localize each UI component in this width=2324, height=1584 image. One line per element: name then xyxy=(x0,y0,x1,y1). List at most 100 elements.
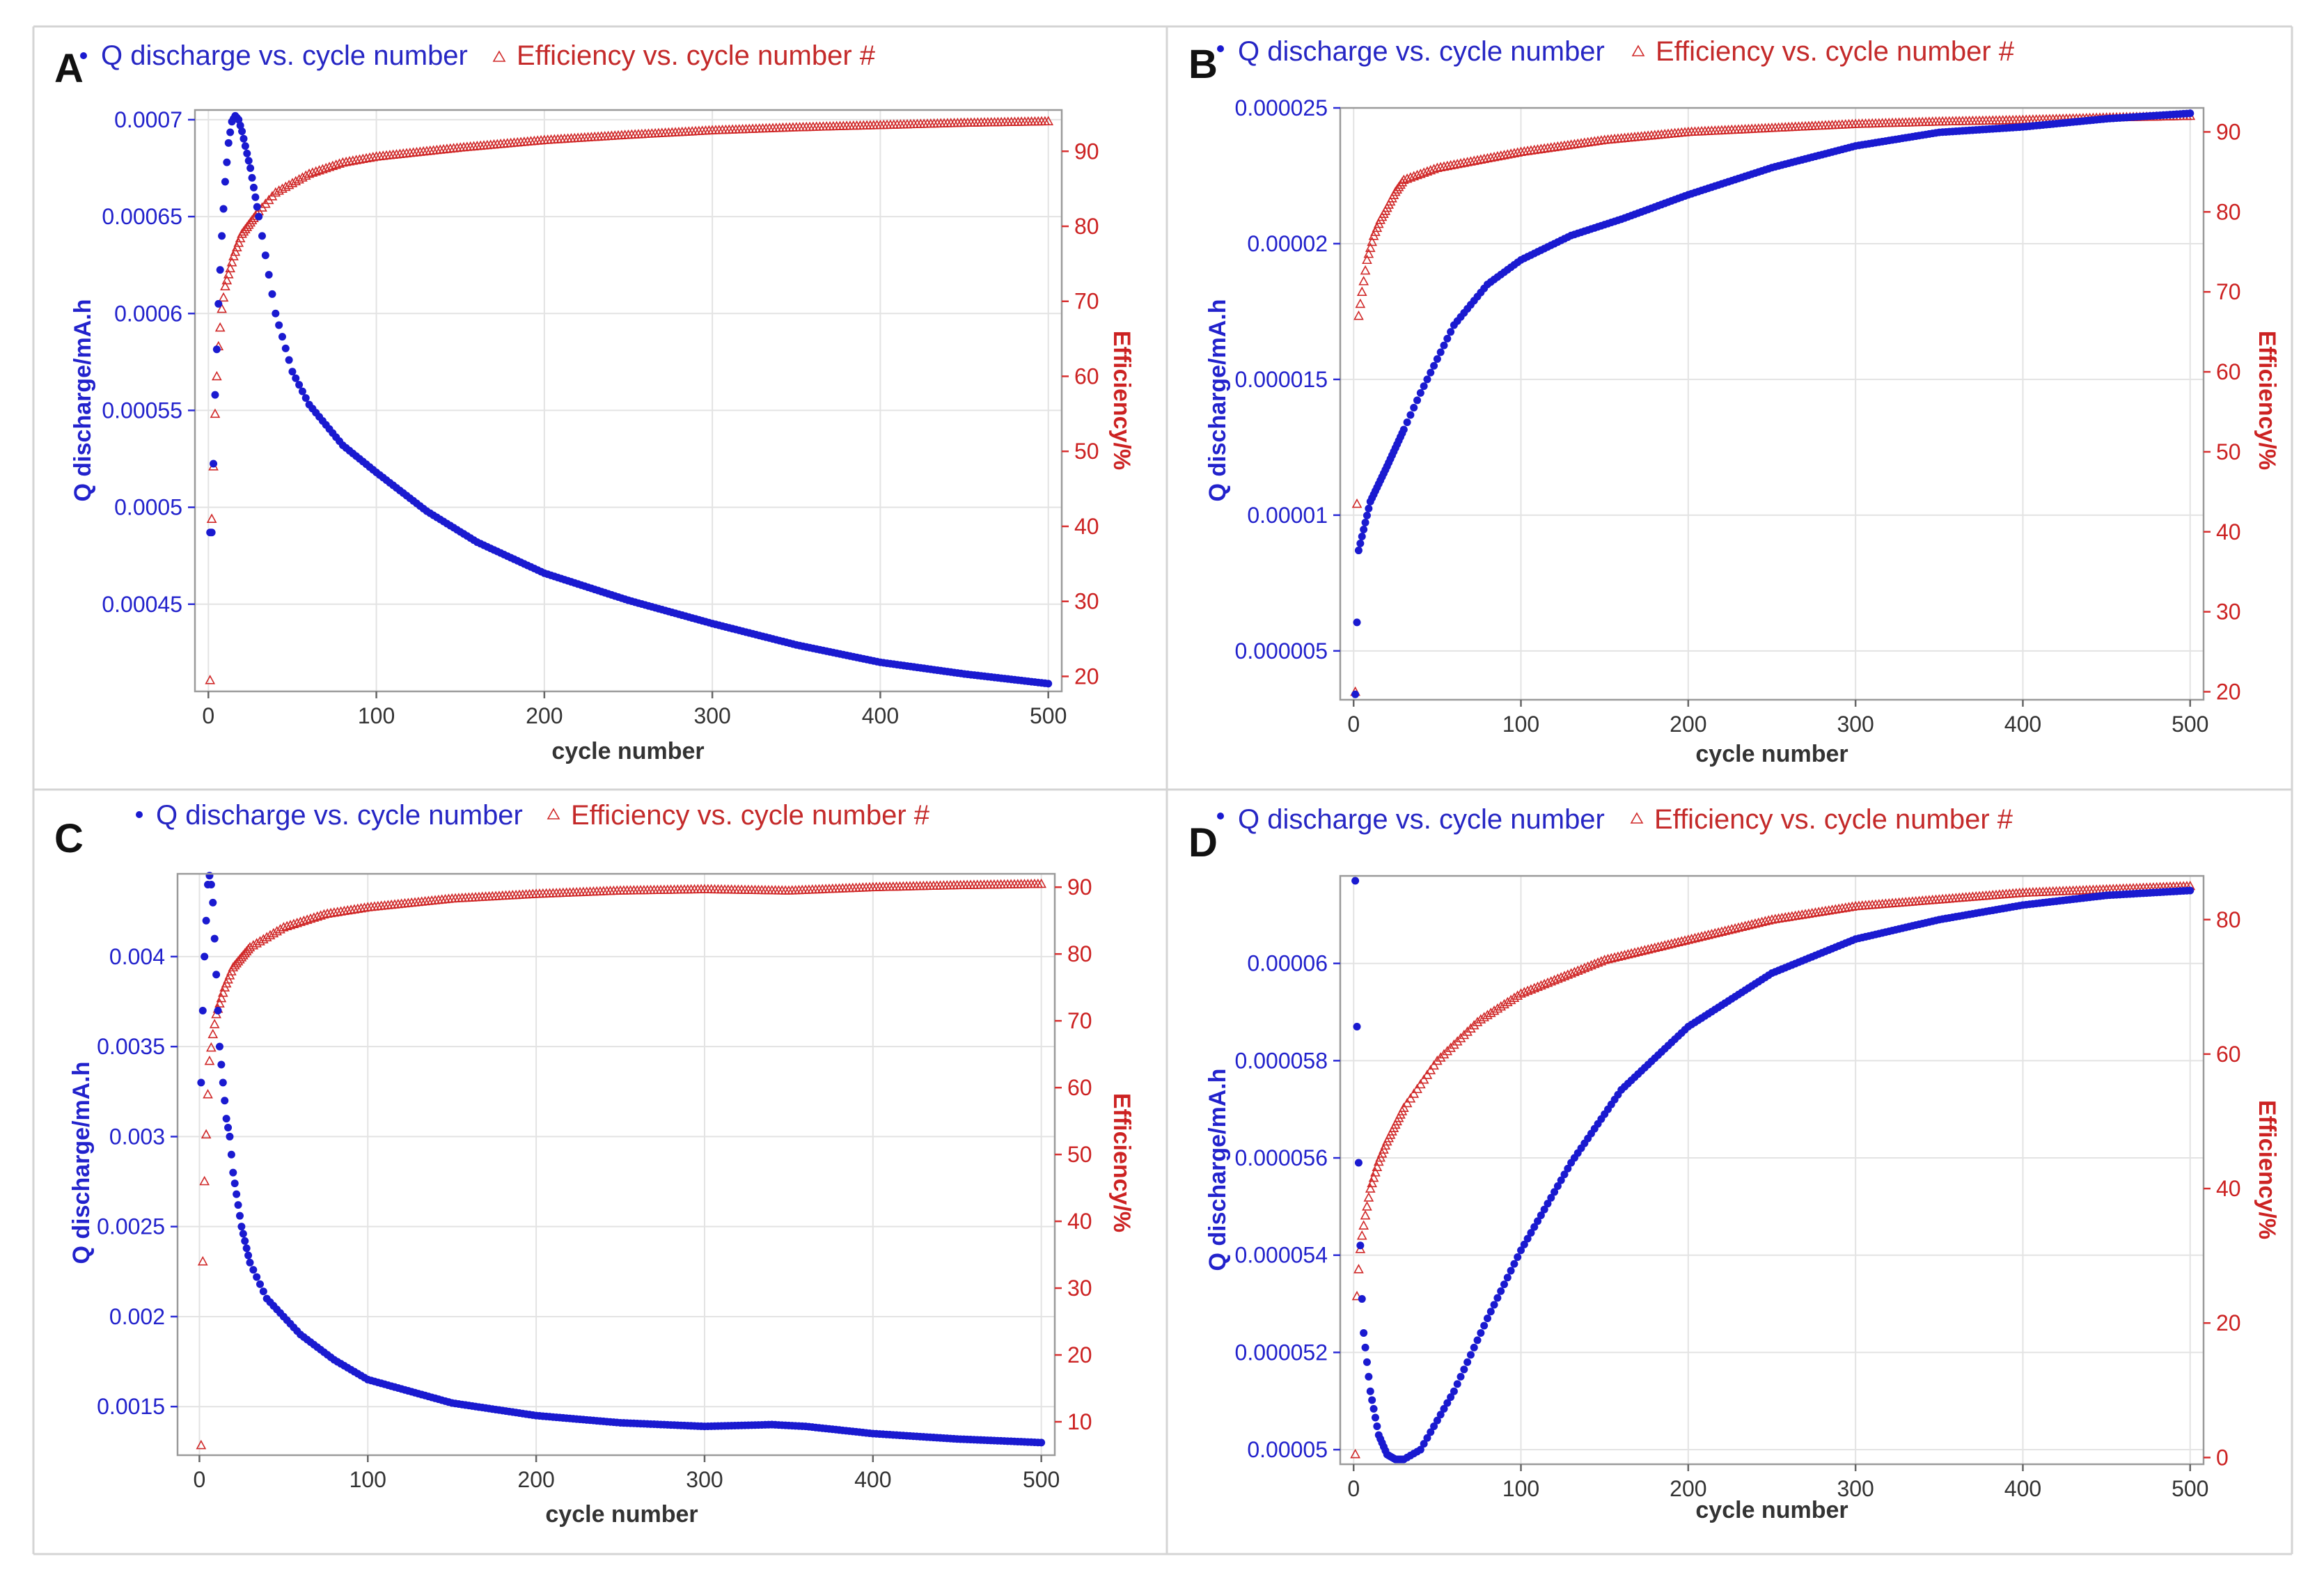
chart-panel-b: 0 100 200 300 400 500 0.000005 0.00001 0.000015 0… xyxy=(1235,95,2241,737)
x-axis-label: cycle number xyxy=(1695,1497,1848,1523)
efficiency-marker xyxy=(1353,310,1364,320)
q-discharge-marker xyxy=(298,387,306,395)
efficiency-marker xyxy=(1355,1244,1366,1253)
efficiency-marker xyxy=(1683,934,1694,944)
q-discharge-marker xyxy=(210,460,218,468)
q-discharge-marker xyxy=(258,232,267,240)
q-discharge-marker xyxy=(1436,348,1445,356)
q-discharge-marker xyxy=(1447,328,1455,336)
efficiency-marker xyxy=(1723,925,1734,934)
legend-e-marker xyxy=(1631,45,1645,56)
q-discharge-marker xyxy=(244,157,253,165)
efficiency-marker xyxy=(1603,953,1613,964)
efficiency-marker xyxy=(1368,1172,1379,1182)
q-discharge-marker xyxy=(241,142,249,150)
q-discharge-marker xyxy=(209,898,217,907)
q-discharge-marker xyxy=(236,121,244,130)
legend-q-label: Q discharge vs. cycle number xyxy=(156,800,523,831)
efficiency-marker xyxy=(1358,276,1369,285)
efficiency-marker xyxy=(1663,939,1674,949)
y-tick-label-right: 50 xyxy=(2216,439,2241,464)
efficiency-marker xyxy=(1455,1033,1466,1042)
efficiency-marker xyxy=(1676,936,1687,946)
efficiency-marker xyxy=(1599,955,1610,964)
y-axis-label-left: Q discharge/mA.h xyxy=(1204,299,1231,502)
efficiency-marker xyxy=(1670,937,1680,948)
q-discharge-marker xyxy=(1507,1267,1515,1275)
efficiency-marker xyxy=(1351,1290,1363,1301)
y-tick-label-right: 80 xyxy=(2216,199,2241,224)
q-discharge-marker xyxy=(215,1042,223,1051)
efficiency-marker xyxy=(1355,298,1366,308)
efficiency-marker xyxy=(1653,941,1663,951)
efficiency-marker xyxy=(1690,932,1700,943)
efficiency-marker xyxy=(1518,987,1530,996)
y-tick-label-right: 40 xyxy=(2216,519,2241,544)
efficiency-marker xyxy=(1358,1220,1369,1230)
efficiency-marker xyxy=(228,251,239,260)
x-tick-label: 200 xyxy=(1670,1476,1706,1501)
y-tick-label-left: 0.0005 xyxy=(114,495,182,520)
efficiency-marker xyxy=(214,322,226,332)
q-discharge-marker xyxy=(1540,1205,1548,1214)
q-discharge-marker xyxy=(1544,1200,1552,1208)
efficiency-marker xyxy=(1586,959,1596,970)
efficiency-marker xyxy=(1442,1045,1453,1056)
efficiency-marker xyxy=(1636,946,1647,955)
efficiency-marker xyxy=(1693,932,1704,942)
q-discharge-marker xyxy=(214,1006,222,1014)
efficiency-marker xyxy=(1350,1448,1360,1459)
efficiency-marker xyxy=(1482,152,1493,163)
series-efficiency xyxy=(1350,880,2196,1459)
y-tick-label-right: 60 xyxy=(2216,359,2241,384)
efficiency-marker xyxy=(1449,159,1459,169)
efficiency-marker xyxy=(347,155,359,165)
efficiency-marker xyxy=(1402,1097,1413,1108)
efficiency-marker xyxy=(218,292,229,302)
q-discharge-marker xyxy=(251,193,260,201)
y-tick-label-right: 40 xyxy=(1074,514,1099,539)
y-tick-label-right: 90 xyxy=(1074,139,1099,164)
efficiency-marker xyxy=(304,168,315,178)
efficiency-marker xyxy=(1579,962,1590,973)
q-discharge-marker xyxy=(217,1060,226,1069)
y-tick-label-right: 70 xyxy=(2216,279,2241,304)
efficiency-marker xyxy=(1729,923,1741,933)
y-tick-label-right: 30 xyxy=(2216,599,2241,625)
efficiency-marker xyxy=(223,269,234,279)
q-discharge-marker xyxy=(1550,1188,1559,1196)
q-discharge-marker xyxy=(1365,1372,1373,1381)
efficiency-marker xyxy=(1656,941,1667,950)
efficiency-marker xyxy=(1402,173,1413,183)
efficiency-marker xyxy=(1619,950,1630,959)
q-discharge-marker xyxy=(198,1006,207,1014)
efficiency-marker xyxy=(1415,168,1426,178)
q-discharge-marker xyxy=(211,391,219,399)
series-q-discharge xyxy=(206,111,1053,688)
x-tick-label: 0 xyxy=(1347,712,1360,737)
x-tick-label: 500 xyxy=(2172,712,2208,737)
efficiency-marker xyxy=(1609,952,1620,962)
efficiency-marker xyxy=(206,1042,217,1052)
efficiency-marker xyxy=(1596,955,1607,966)
y-tick-label-right: 40 xyxy=(2216,1176,2241,1201)
y-tick-label-right: 80 xyxy=(1074,214,1099,239)
panel-b: B Q discharge vs. cycle number Efficienc… xyxy=(1188,36,2280,767)
efficiency-marker xyxy=(1703,930,1714,939)
y-tick-label-right: 20 xyxy=(2216,680,2241,705)
efficiency-marker xyxy=(1699,930,1711,940)
efficiency-marker xyxy=(196,1439,207,1450)
efficiency-marker xyxy=(1505,148,1516,158)
efficiency-marker xyxy=(1726,924,1737,934)
efficiency-marker xyxy=(1367,1177,1378,1188)
legend-e-label: Efficiency vs. cycle number # xyxy=(517,40,876,71)
efficiency-marker xyxy=(1525,984,1537,994)
q-discharge-marker xyxy=(275,321,283,329)
panel-a: A Q discharge vs. cycle number Efficienc… xyxy=(54,40,1135,764)
y-tick-label-right: 90 xyxy=(1067,875,1092,900)
efficiency-marker xyxy=(1659,940,1670,950)
x-tick-label: 300 xyxy=(686,1467,723,1492)
x-tick-label: 300 xyxy=(1837,712,1874,737)
efficiency-marker xyxy=(1649,942,1660,952)
efficiency-marker xyxy=(1626,948,1637,958)
